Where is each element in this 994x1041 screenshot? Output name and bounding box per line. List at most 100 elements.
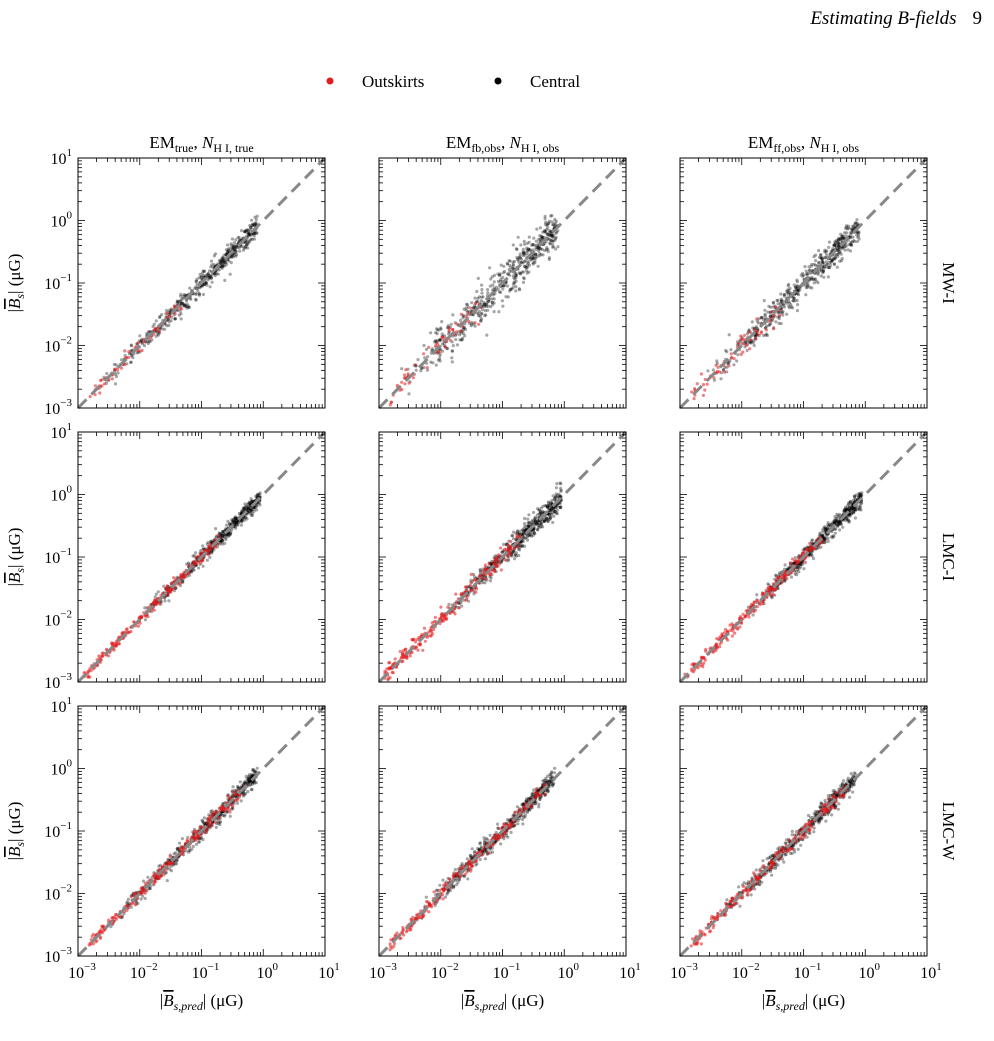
central-point <box>556 504 560 508</box>
central-point <box>845 507 849 511</box>
central-point <box>782 294 787 298</box>
central-point <box>167 599 171 603</box>
outskirts-point <box>474 590 478 594</box>
central-point <box>534 253 538 257</box>
central-point <box>482 305 486 309</box>
central-point <box>817 260 821 264</box>
central-point <box>843 231 847 235</box>
outskirts-point <box>705 382 709 386</box>
central-point <box>178 299 182 303</box>
central-point <box>209 274 213 279</box>
central-point <box>250 508 254 512</box>
central-point <box>169 307 173 311</box>
central-point <box>828 265 832 270</box>
central-point <box>850 502 854 506</box>
central-point <box>218 259 222 263</box>
central-point <box>545 504 549 508</box>
central-point <box>498 279 502 283</box>
outskirts-point <box>723 627 728 632</box>
central-point <box>547 257 551 262</box>
central-point <box>475 289 479 294</box>
central-point <box>221 538 225 543</box>
outskirts-point <box>468 583 472 588</box>
central-point <box>818 532 822 537</box>
outskirts-point <box>508 549 512 553</box>
central-point <box>520 260 524 264</box>
central-point <box>227 247 231 251</box>
central-point <box>838 250 842 254</box>
central-point <box>549 238 553 242</box>
central-point <box>529 521 533 525</box>
central-point <box>253 506 257 510</box>
central-point <box>219 532 223 536</box>
central-point <box>480 291 484 295</box>
central-point <box>503 284 507 288</box>
central-point <box>549 508 554 512</box>
central-point <box>476 299 480 303</box>
central-point <box>554 486 559 490</box>
legend-marker-central <box>494 77 502 85</box>
central-point <box>830 258 834 262</box>
outskirts-point <box>183 575 187 579</box>
central-point <box>822 269 826 273</box>
central-point <box>258 503 262 507</box>
central-point <box>855 233 859 237</box>
central-point <box>490 297 494 301</box>
outskirts-point <box>475 587 479 591</box>
outskirts-point <box>722 370 727 374</box>
central-point <box>832 518 837 522</box>
central-point <box>762 299 766 303</box>
outskirts-point <box>772 327 776 331</box>
central-point <box>536 519 540 523</box>
central-point <box>253 215 257 219</box>
central-point <box>233 523 237 527</box>
central-point <box>215 272 219 276</box>
outskirts-point <box>390 670 394 675</box>
central-point <box>491 283 495 287</box>
central-point <box>194 551 198 555</box>
central-point <box>450 360 454 364</box>
central-point <box>849 243 854 247</box>
central-point <box>844 244 848 248</box>
central-point <box>853 221 858 225</box>
outskirts-point <box>768 319 773 323</box>
central-point <box>237 236 241 240</box>
central-point <box>551 510 555 515</box>
outskirts-point <box>788 561 793 565</box>
central-point <box>823 537 827 541</box>
outskirts-point <box>483 563 487 567</box>
outskirts-point <box>169 588 173 592</box>
central-point <box>526 261 531 265</box>
central-point <box>846 507 850 511</box>
central-point <box>853 240 857 244</box>
central-point <box>510 534 515 538</box>
central-point <box>479 299 483 303</box>
central-point <box>243 502 247 506</box>
central-point <box>194 280 198 284</box>
panel-mw-i-2 <box>377 156 628 410</box>
central-point <box>777 310 781 314</box>
central-point <box>237 520 241 524</box>
central-point <box>837 241 841 245</box>
central-point <box>482 300 486 304</box>
central-point <box>727 360 731 364</box>
central-point <box>214 527 218 531</box>
central-point <box>201 544 205 548</box>
outskirts-point <box>477 322 481 326</box>
central-point <box>190 570 194 574</box>
central-point <box>807 265 811 269</box>
central-point <box>791 295 795 299</box>
central-point <box>796 286 800 290</box>
central-point <box>835 265 839 269</box>
outskirts-point <box>110 377 114 381</box>
central-point <box>492 280 496 284</box>
central-point <box>533 261 537 265</box>
central-point <box>194 292 198 297</box>
central-point <box>527 513 531 517</box>
central-point <box>808 268 812 272</box>
central-point <box>450 349 455 353</box>
central-point <box>546 506 550 510</box>
central-point <box>235 253 239 257</box>
central-point <box>220 259 224 263</box>
central-point <box>816 272 820 276</box>
